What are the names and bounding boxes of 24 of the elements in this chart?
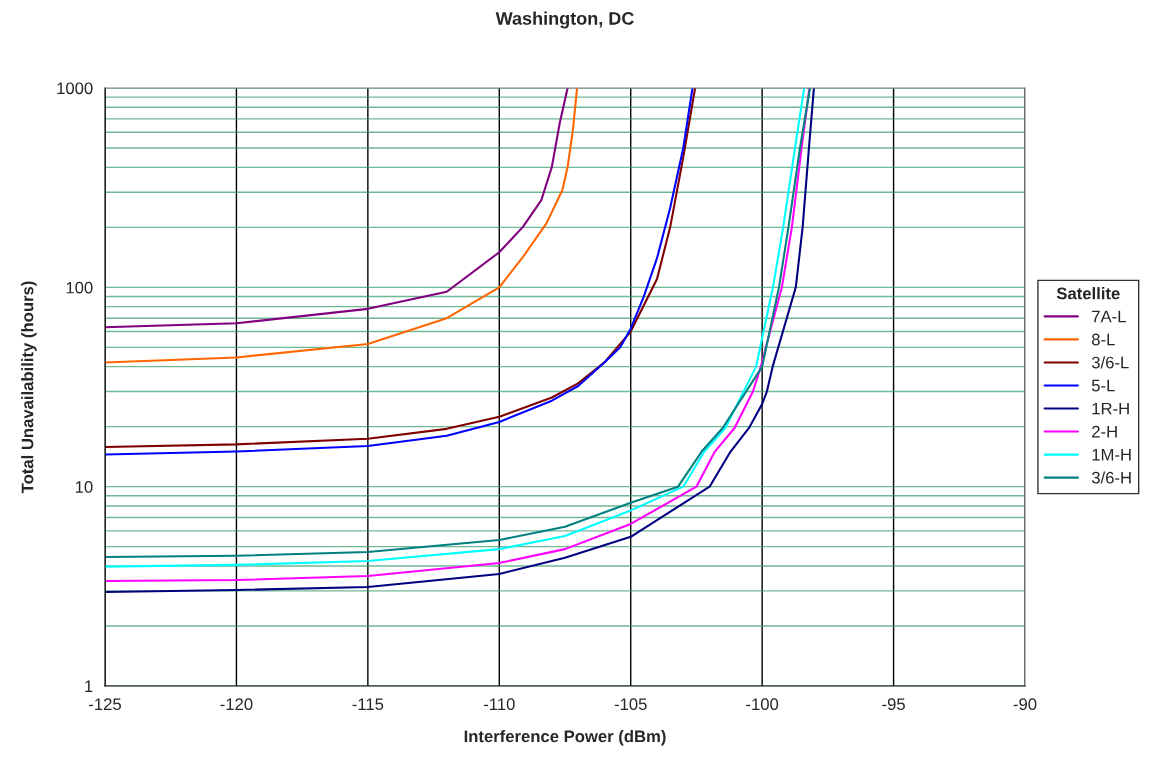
legend-label: 2-H — [1092, 425, 1117, 438]
legend-label: 8-L — [1091, 333, 1115, 346]
legend-label: 1M-H — [1092, 448, 1131, 461]
legend-label: 3/6-H — [1091, 471, 1131, 484]
x-tick-label: -125 — [89, 698, 121, 711]
x-tick-label: -100 — [746, 698, 779, 711]
legend-label: 1R-H — [1092, 402, 1129, 415]
y-tick-label: 10 — [75, 481, 93, 493]
y-axis-title: Total Unavailability (hours) — [21, 281, 37, 494]
y-tick-label: 1 — [85, 680, 93, 693]
legend-label: 7A-L — [1092, 310, 1126, 323]
y-tick-label: 100 — [66, 281, 93, 294]
x-tick-label: -115 — [352, 698, 384, 711]
x-tick-label: -105 — [614, 698, 647, 711]
x-tick-label: -120 — [220, 698, 253, 711]
x-tick-label: -110 — [483, 698, 515, 711]
x-tick-label: -95 — [882, 698, 905, 711]
legend-label: 3/6-L — [1091, 356, 1129, 369]
x-tick-label: -90 — [1013, 698, 1037, 711]
legend-label: 5-L — [1091, 379, 1115, 392]
x-axis-title: Interference Power (dBm) — [464, 730, 666, 746]
legend-title: Satellite — [1056, 287, 1120, 300]
chart-title: Washington, DC — [495, 11, 634, 29]
y-tick-label: 1000 — [57, 82, 93, 95]
